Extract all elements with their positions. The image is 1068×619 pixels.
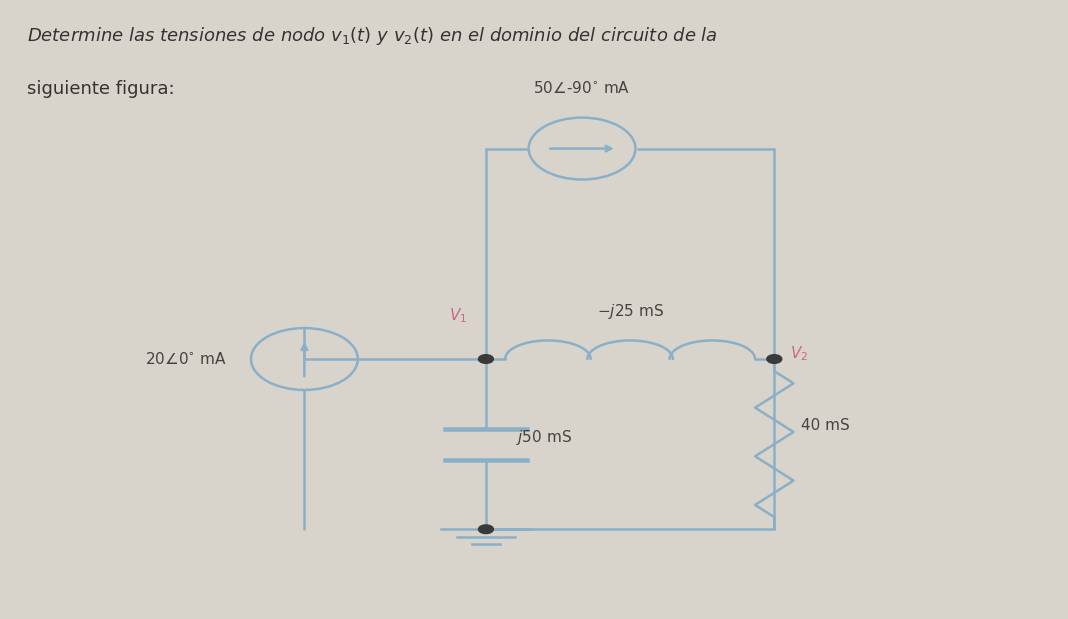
- Circle shape: [478, 525, 493, 534]
- Circle shape: [478, 355, 493, 363]
- Text: $V_1$: $V_1$: [449, 306, 467, 325]
- Text: siguiente figura:: siguiente figura:: [27, 80, 174, 98]
- Circle shape: [767, 355, 782, 363]
- Text: 40 mS: 40 mS: [801, 418, 850, 433]
- Text: Determine las tensiones de nodo $v_1(t)$ y $v_2(t)$ en el dominio del circuito d: Determine las tensiones de nodo $v_1(t)$…: [27, 25, 718, 47]
- Text: $-j$25 mS: $-j$25 mS: [597, 301, 663, 321]
- Text: $j$50 mS: $j$50 mS: [516, 428, 571, 448]
- Text: $V_2$: $V_2$: [790, 345, 808, 363]
- Text: 50$\angle$-90$^{\circ}$ mA: 50$\angle$-90$^{\circ}$ mA: [533, 80, 631, 96]
- Text: 20$\angle$0$^{\circ}$ mA: 20$\angle$0$^{\circ}$ mA: [145, 351, 227, 367]
